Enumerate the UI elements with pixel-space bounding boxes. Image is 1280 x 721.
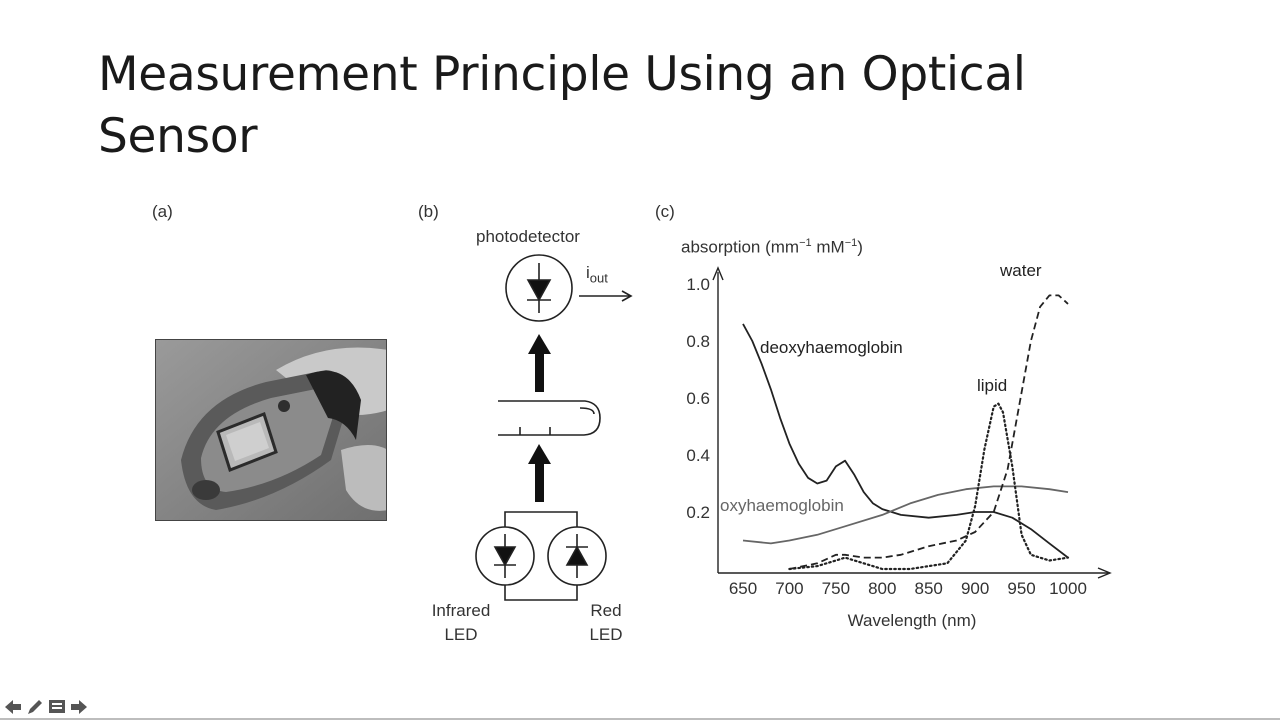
- x-tick-label: 700: [775, 579, 803, 598]
- photodetector-label: photodetector: [476, 227, 580, 246]
- current-symbol: i: [586, 263, 590, 282]
- y-axis-arrow-icon: [712, 266, 724, 281]
- y-tick-label: 0.6: [686, 389, 710, 408]
- ylabel-exponent-2: −1: [844, 237, 858, 249]
- ylabel-exponent-1: −1: [799, 237, 812, 249]
- chart-y-axis-label: absorption (mm−1 mM−1): [681, 237, 863, 258]
- current-arrow-icon: [579, 290, 633, 302]
- pen-icon[interactable]: [26, 698, 44, 716]
- y-tick-label: 0.8: [686, 332, 710, 351]
- red-label-line2: LED: [589, 625, 623, 644]
- x-tick-label: 950: [1007, 579, 1035, 598]
- infrared-label-line1: Infrared: [431, 601, 491, 620]
- current-label: iout: [586, 263, 608, 285]
- series-line-oxyhaemoglobin: [742, 485, 1069, 545]
- x-tick-label: 900: [961, 579, 989, 598]
- y-tick-label: 0.2: [686, 503, 710, 522]
- infrared-led-label: Infrared LED: [425, 599, 497, 647]
- ylabel-mid: mM: [811, 237, 845, 257]
- series-line-lipid: [788, 402, 1070, 571]
- chart-axes: [712, 266, 1112, 579]
- x-tick-label: 850: [915, 579, 943, 598]
- panel-b-label: (b): [418, 202, 439, 221]
- x-tick-label: 1000: [1049, 579, 1087, 598]
- y-tick-label: 1.0: [686, 275, 710, 294]
- next-slide-icon[interactable]: [70, 698, 88, 716]
- slide-menu-icon[interactable]: [48, 698, 66, 716]
- series-label-water: water: [999, 261, 1042, 280]
- panel-a-label: (a): [152, 202, 173, 221]
- red-led-label: Red LED: [578, 599, 634, 647]
- previous-slide-icon[interactable]: [4, 698, 22, 716]
- x-tick-label: 750: [822, 579, 850, 598]
- x-tick-label: 800: [868, 579, 896, 598]
- light-arrow-lower-icon: [528, 444, 551, 502]
- infrared-label-line2: LED: [444, 625, 478, 644]
- slide-title: Measurement Principle Using an Optical S…: [98, 47, 1026, 164]
- pulse-oximeter-photo: [155, 339, 387, 521]
- bottom-border: [0, 718, 1280, 720]
- x-tick-label: 650: [729, 579, 757, 598]
- x-axis-arrow-icon: [1097, 567, 1112, 579]
- red-label-line1: Red: [590, 601, 622, 620]
- series-label-deoxyhaemoglobin: deoxyhaemoglobin: [760, 338, 903, 357]
- chart-x-axis-label: Wavelength (nm): [848, 611, 977, 630]
- photodiode-icon: [505, 254, 573, 322]
- ylabel-end: ): [857, 237, 863, 257]
- series-line-deoxyhaemoglobin: [742, 323, 1069, 559]
- pulse-oximeter-image: [156, 340, 386, 520]
- finger-icon: [498, 400, 601, 436]
- led-wiring: [504, 511, 578, 601]
- ylabel-start: absorption (mm: [681, 237, 800, 257]
- current-subscript: out: [589, 270, 608, 286]
- series-line-water: [789, 294, 1069, 570]
- panel-c-label: (c): [655, 202, 675, 221]
- light-arrows: [528, 334, 551, 502]
- slide-navigation: [4, 698, 88, 718]
- y-tick-label: 0.4: [686, 446, 710, 465]
- light-arrow-upper-icon: [528, 334, 551, 392]
- series-label-oxyhaemoglobin: oxyhaemoglobin: [720, 496, 844, 515]
- series-label-lipid: lipid: [977, 376, 1007, 395]
